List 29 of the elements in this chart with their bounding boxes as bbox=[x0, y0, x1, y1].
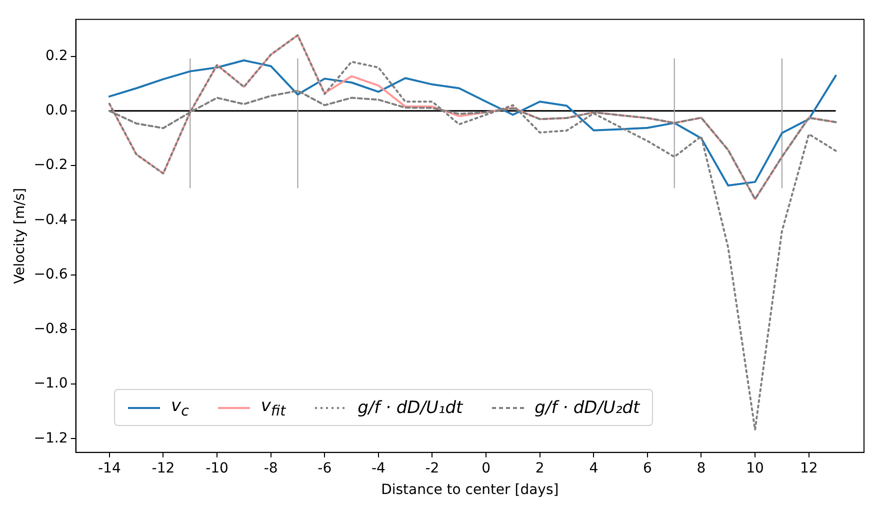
y-axis-title: Velocity [m/s] bbox=[12, 188, 28, 284]
y-tick-label: −1.0 bbox=[34, 376, 68, 392]
y-tick-label: 0.2 bbox=[46, 48, 68, 64]
y-tick-label: −0.8 bbox=[34, 321, 68, 338]
x-tick-label: 8 bbox=[696, 460, 706, 476]
y-tick-label: −0.6 bbox=[34, 266, 68, 282]
line-series bbox=[108, 34, 837, 431]
x-tick-label: 0 bbox=[482, 460, 490, 476]
y-tick-label: −1.2 bbox=[34, 430, 68, 446]
x-tick-label: -14 bbox=[98, 460, 121, 476]
x-tick-label: -8 bbox=[264, 460, 278, 476]
x-tick-label: -2 bbox=[425, 460, 440, 476]
x-tick-label: 10 bbox=[746, 460, 764, 476]
x-tick-label: 12 bbox=[800, 460, 818, 476]
legend-label: g/f · dD/U₂dt bbox=[534, 398, 640, 418]
y-tick-label: 0.0 bbox=[46, 102, 68, 119]
x-tick-label: 6 bbox=[642, 460, 652, 476]
x-axis-title: Distance to center [days] bbox=[381, 482, 559, 498]
legend-label: v$_{c}$ bbox=[171, 396, 189, 420]
legend-label: g/f · dD/U₁dt bbox=[358, 398, 463, 418]
y-tick-label: −0.4 bbox=[34, 212, 68, 228]
x-tick-label: -4 bbox=[371, 460, 386, 476]
x-tick-label: 2 bbox=[535, 460, 544, 476]
x-tick-label: -6 bbox=[318, 460, 332, 476]
x-tick-label: 4 bbox=[589, 460, 598, 476]
x-tick-label: -12 bbox=[152, 460, 175, 476]
y-tick-label: −0.2 bbox=[34, 157, 68, 174]
x-tick-label: -10 bbox=[206, 460, 228, 476]
legend-label: v$_{fit}$ bbox=[260, 396, 286, 420]
